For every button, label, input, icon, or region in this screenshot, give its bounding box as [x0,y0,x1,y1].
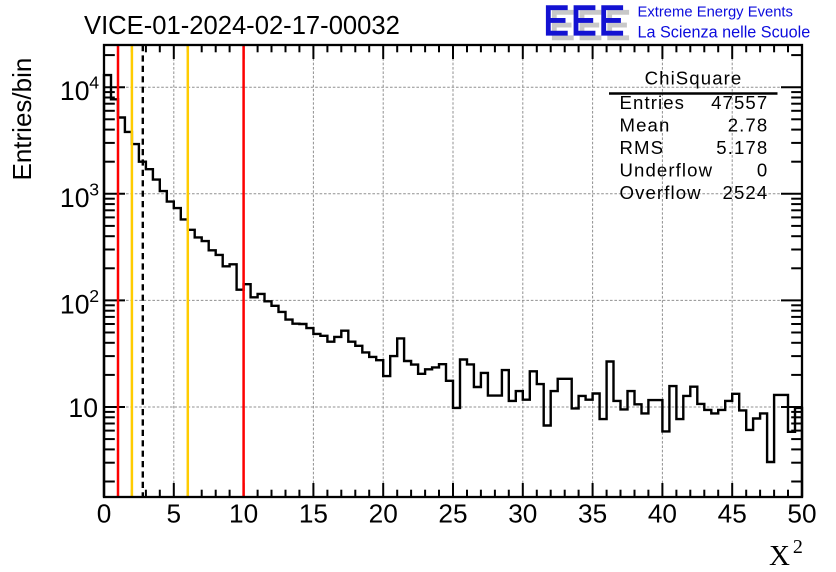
svg-text:La Scienza nelle Scuole: La Scienza nelle Scuole [638,24,811,42]
svg-text:Entries/bin: Entries/bin [7,58,37,181]
svg-text:Extreme Energy Events: Extreme Energy Events [638,5,793,21]
svg-text:RMS: RMS [620,137,665,158]
svg-text:Overflow: Overflow [620,182,702,203]
svg-text:0: 0 [97,498,112,528]
svg-text:10: 10 [229,498,258,528]
svg-text:Entries: Entries [620,92,686,113]
svg-text:ChiSquare: ChiSquare [645,67,743,88]
svg-text:5.178: 5.178 [716,137,768,158]
svg-text:10: 10 [60,183,90,213]
svg-text:30: 30 [508,498,537,528]
svg-text:Underflow: Underflow [620,160,714,181]
svg-text:47557: 47557 [711,92,768,113]
svg-text:40: 40 [648,498,677,528]
svg-text:25: 25 [438,498,467,528]
svg-text:Mean: Mean [620,115,671,136]
svg-text:35: 35 [578,498,607,528]
svg-text:10: 10 [68,393,98,423]
svg-text:2524: 2524 [723,182,769,203]
svg-text:2: 2 [89,286,99,306]
svg-text:VICE-01-2024-02-17-00032: VICE-01-2024-02-17-00032 [84,12,400,40]
svg-text:X: X [769,540,790,572]
svg-text:20: 20 [369,498,398,528]
svg-text:10: 10 [60,76,90,106]
svg-text:5: 5 [167,498,182,528]
svg-text:0: 0 [757,160,768,181]
svg-text:2.78: 2.78 [728,115,769,136]
svg-text:50: 50 [787,498,816,528]
svg-text:4: 4 [89,73,99,93]
svg-text:10: 10 [60,289,90,319]
svg-text:3: 3 [89,179,99,199]
svg-text:15: 15 [299,498,328,528]
svg-text:2: 2 [793,536,803,558]
svg-text:45: 45 [718,498,747,528]
